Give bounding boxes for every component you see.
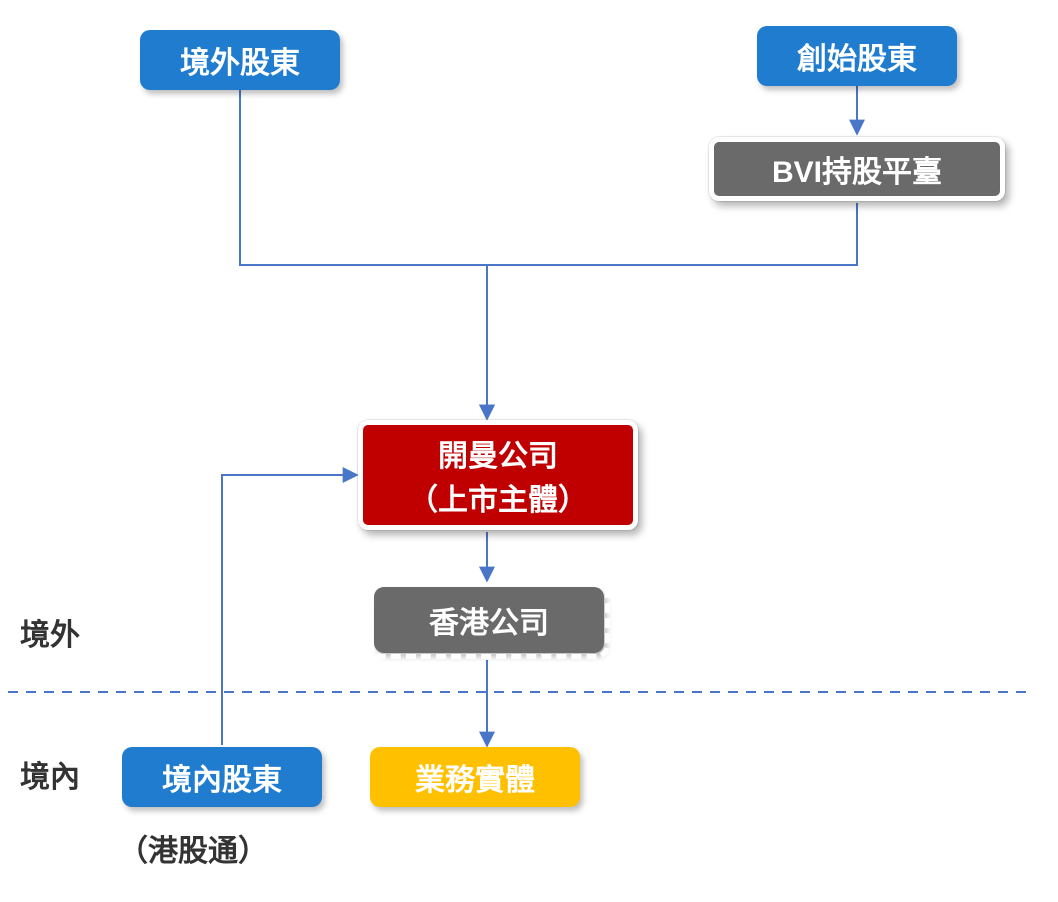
node-label-multiline: 開曼公司 （上市主體）: [408, 431, 588, 519]
node-founding-shareholder: 創始股東: [757, 26, 957, 86]
node-business-entity: 業務實體: [370, 747, 580, 807]
node-label: 業務實體: [415, 755, 535, 799]
label-text-content: 境外: [20, 619, 80, 652]
label-hk-connect: （港股通）: [118, 826, 268, 870]
label-domestic: 境內: [20, 752, 80, 796]
node-label-line2: （上市主體）: [408, 475, 588, 519]
node-hk-company: 香港公司: [374, 587, 604, 653]
node-label: BVI持股平臺: [772, 147, 942, 191]
node-domestic-shareholder: 境內股東: [122, 747, 322, 807]
node-overseas-shareholder: 境外股東: [140, 30, 340, 90]
node-bvi-platform: BVI持股平臺: [709, 137, 1005, 201]
node-label: 創始股東: [797, 34, 917, 78]
edge: [222, 475, 356, 745]
node-label: 香港公司: [429, 598, 549, 642]
node-label: 境內股東: [162, 755, 282, 799]
edge: [240, 90, 487, 418]
label-text-content: （港股通）: [118, 835, 268, 868]
label-text-content: 境內: [20, 761, 80, 794]
edge: [487, 203, 857, 418]
node-label: 境外股東: [180, 38, 300, 82]
label-overseas: 境外: [20, 610, 80, 654]
node-label-line1: 開曼公司: [408, 431, 588, 475]
node-cayman-company: 開曼公司 （上市主體）: [358, 420, 638, 530]
